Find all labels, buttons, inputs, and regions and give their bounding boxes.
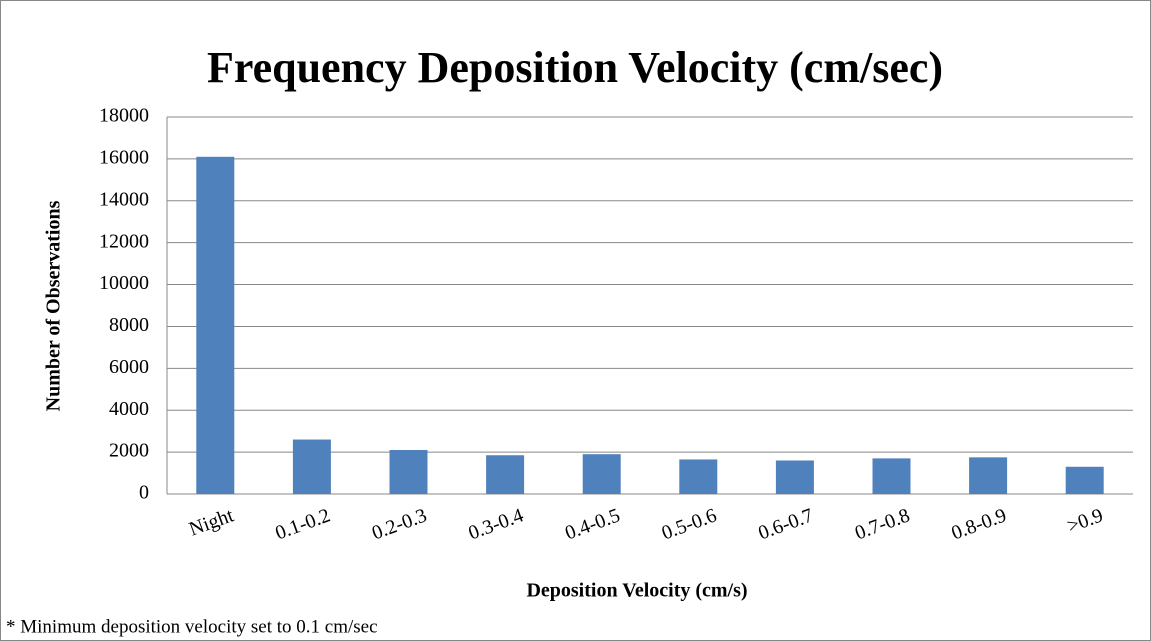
bar	[196, 156, 235, 495]
bar	[1065, 466, 1104, 494]
y-tick-label: 12000	[99, 230, 149, 252]
bar	[389, 450, 428, 494]
y-tick-label: 0	[139, 482, 149, 504]
bar	[486, 455, 525, 494]
chart-title: Frequency Deposition Velocity (cm/sec)	[207, 43, 943, 92]
y-tick-label: 4000	[109, 398, 149, 420]
bar	[679, 459, 718, 494]
y-tick-label: 16000	[99, 146, 149, 168]
y-tick-label: 6000	[109, 356, 149, 378]
footnote: * Minimum deposition velocity set to 0.1…	[6, 616, 378, 637]
y-tick-label: 14000	[99, 188, 149, 210]
y-tick-label: 2000	[109, 440, 149, 462]
bar	[292, 439, 331, 494]
y-axis-label: Number of Observations	[43, 200, 65, 411]
bar	[775, 460, 814, 494]
bar	[582, 454, 621, 494]
y-tick-label: 8000	[109, 314, 149, 336]
bar	[872, 458, 911, 494]
x-axis-label: Deposition Velocity (cm/s)	[526, 580, 747, 602]
bar	[969, 457, 1008, 494]
y-tick-label: 10000	[99, 272, 149, 294]
y-tick-label: 18000	[99, 105, 149, 127]
